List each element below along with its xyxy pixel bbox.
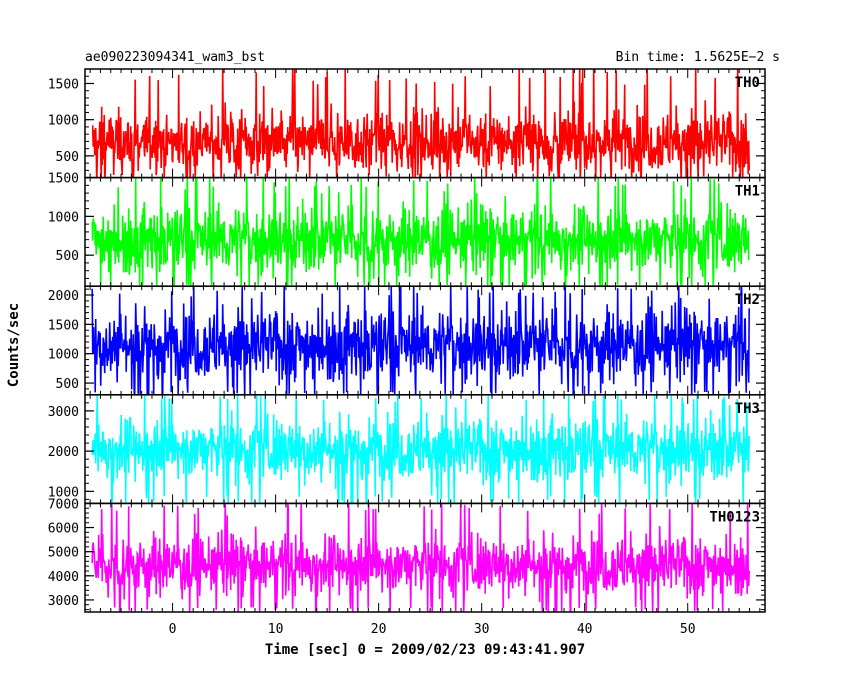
- y-tick-label: 1000: [48, 348, 79, 363]
- y-tick-label: 6000: [48, 522, 79, 537]
- y-tick-label: 2000: [48, 289, 79, 304]
- series-th2: [91, 286, 750, 395]
- bin-time-label: Bin time: 1.5625E−2 s: [616, 50, 780, 65]
- y-tick-label: 500: [56, 249, 79, 264]
- series-name-label: TH0: [735, 75, 760, 91]
- series-name-label: TH3: [735, 401, 760, 417]
- panel-th0: 500 1000 1500 TH0: [48, 68, 766, 179]
- x-tick-label: 0: [169, 622, 177, 637]
- y-tick-label: 2000: [48, 445, 79, 460]
- y-tick-label: 3000: [48, 594, 79, 609]
- y-tick-label: 4000: [48, 570, 79, 585]
- series-th3: [91, 394, 750, 504]
- y-axis-label: Counts/sec: [6, 303, 22, 387]
- series-name-label: TH1: [735, 184, 760, 200]
- y-tick-label: 1000: [48, 114, 79, 129]
- y-tick-label: 5000: [48, 546, 79, 561]
- panel-th3: 1000 2000 3000 TH3: [48, 394, 766, 505]
- figure-title: ae090223094341_wam3_bst: [85, 50, 265, 65]
- panel-frame: [84, 502, 766, 613]
- y-tick-label: 1500: [48, 77, 79, 92]
- panel-th1: 500 1000 1500 TH1: [48, 172, 766, 287]
- y-tick-label: 500: [56, 150, 79, 165]
- panel-th0123: 3000 4000 5000 6000 7000 TH0123: [48, 497, 766, 613]
- panel-th2: 500 1000 1500 2000 TH2: [48, 285, 766, 396]
- x-tick-label: 20: [371, 622, 387, 637]
- series-th0: [91, 69, 750, 178]
- x-tick-label: 40: [577, 622, 593, 637]
- y-tick-label: 7000: [48, 497, 79, 512]
- y-tick-label: 3000: [48, 405, 79, 420]
- y-tick-label: 1500: [48, 172, 79, 187]
- y-tick-label: 1000: [48, 485, 79, 500]
- y-tick-label: 500: [56, 377, 79, 392]
- x-tick-label: 30: [474, 622, 490, 637]
- series-name-label: TH0123: [709, 509, 760, 525]
- y-tick-label: 1500: [48, 318, 79, 333]
- y-tick-label: 1000: [48, 210, 79, 225]
- x-axis-label: Time [sec] 0 = 2009/02/23 09:43:41.907: [265, 642, 585, 658]
- x-tick-label: 50: [680, 622, 696, 637]
- series-th1: [91, 177, 750, 287]
- series-th0123: [91, 503, 750, 612]
- series-name-label: TH2: [735, 292, 760, 308]
- x-tick-label: 10: [268, 622, 284, 637]
